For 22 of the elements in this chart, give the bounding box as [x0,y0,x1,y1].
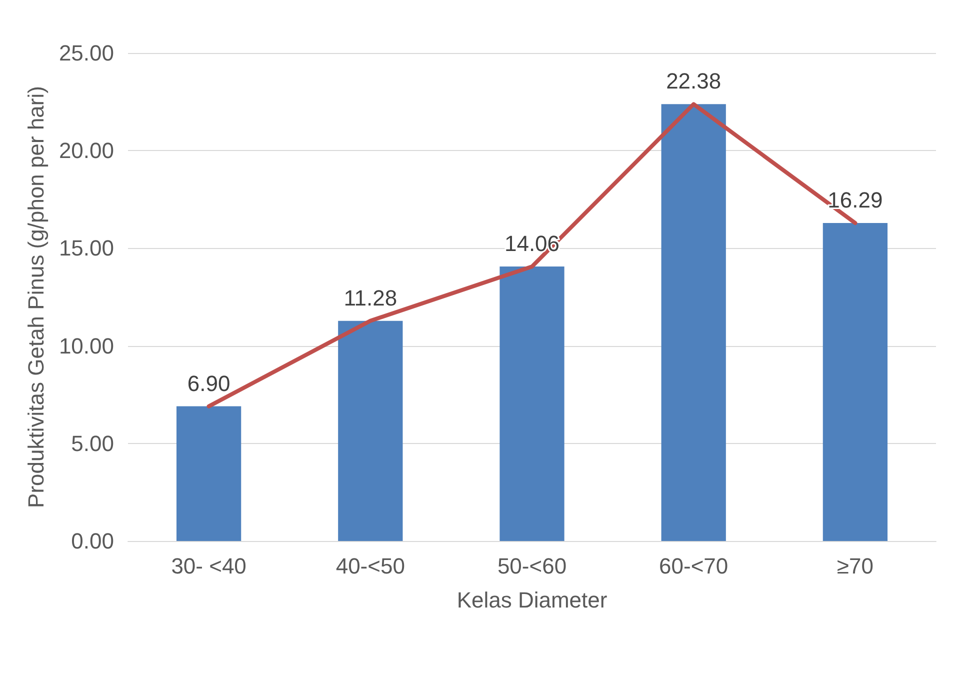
bar [661,104,726,541]
y-tick-label: 25.00 [58,40,114,66]
x-tick-label: 50-<60 [497,554,567,578]
bar [822,223,888,541]
y-tick-label: 15.00 [58,236,114,261]
x-tick-label: 40-<50 [336,554,405,578]
y-tick-label: 5.00 [71,430,114,456]
bar [338,320,403,541]
bar [176,406,242,541]
data-label: 16.29 [828,188,883,213]
x-tick-label: 30- <40 [171,554,246,578]
y-axis-title: Produktivitas Getah Pinus (g/phon per hari) [24,86,49,508]
x-axis-title: Kelas Diameter [456,588,608,612]
x-tick-label: ≥70 [836,554,874,578]
data-label: 11.28 [344,285,398,310]
data-label: 6.90 [187,370,230,396]
data-label: 22.38 [666,68,722,94]
y-tick-label: 10.00 [58,333,114,358]
y-tick-label: 20.00 [58,138,114,164]
y-tick-label: 0.00 [71,528,114,554]
bar [500,266,564,541]
x-tick-label: 60-<70 [659,554,728,578]
